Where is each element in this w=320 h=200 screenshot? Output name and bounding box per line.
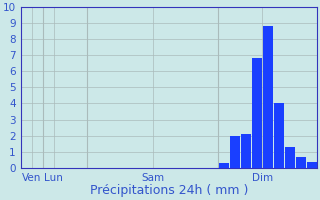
X-axis label: Précipitations 24h ( mm ): Précipitations 24h ( mm ) — [90, 184, 248, 197]
Bar — [263, 26, 273, 168]
Bar — [296, 157, 306, 168]
Bar — [252, 58, 262, 168]
Bar — [241, 134, 251, 168]
Bar — [284, 147, 295, 168]
Bar — [274, 103, 284, 168]
Bar — [219, 163, 229, 168]
Bar — [307, 162, 317, 168]
Bar — [230, 136, 240, 168]
